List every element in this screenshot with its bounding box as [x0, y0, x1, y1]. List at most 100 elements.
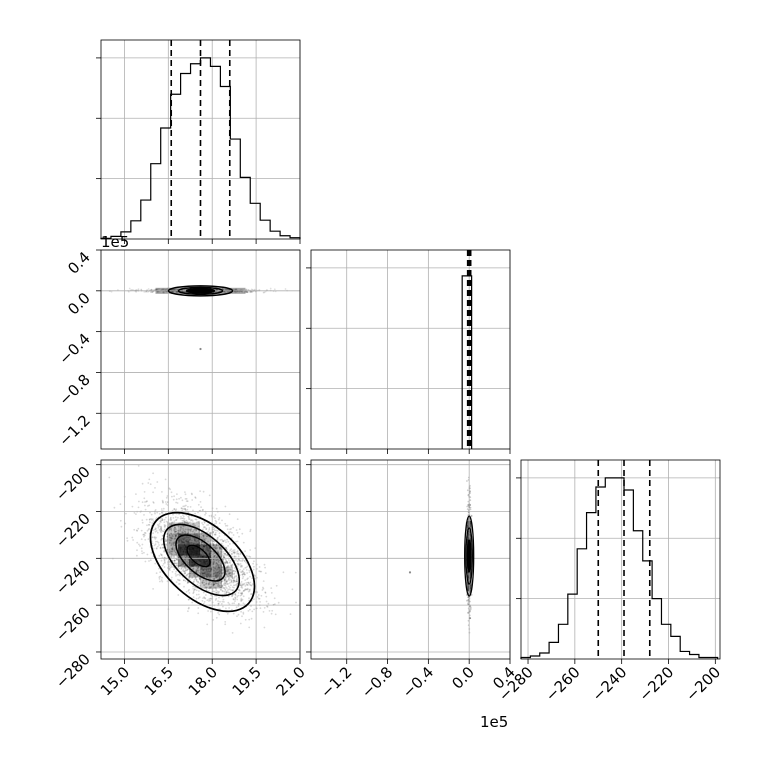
sample-point-1-1516 — [162, 500, 164, 503]
sample-point-1-831 — [239, 571, 242, 573]
sample-point-1-510 — [196, 569, 199, 571]
sample-point-1-2322 — [263, 626, 266, 629]
sample-point-1-1891 — [170, 529, 173, 532]
sample-point-1-972 — [162, 507, 165, 510]
sample-point-1-120 — [237, 552, 240, 555]
sample-point-1-1876 — [248, 618, 251, 621]
sample-point-1-504 — [187, 559, 190, 561]
sample-point-1-1145 — [200, 506, 203, 508]
sample-point-1-1442 — [185, 567, 187, 570]
sample-point-1-2598 — [184, 569, 187, 571]
sample-point-1-287 — [202, 580, 204, 582]
sample-point-1-471 — [240, 586, 243, 589]
sample-point-1-2242 — [151, 536, 154, 539]
sample-point-1-548 — [177, 532, 180, 534]
sample-point-1-1860 — [212, 585, 215, 587]
sample-point-1-1429 — [149, 511, 151, 514]
sample-point-1-930 — [228, 572, 231, 575]
sample-point-1-2459 — [187, 607, 190, 610]
sample-point-1-1203 — [221, 538, 223, 541]
sample-point-1-1285 — [249, 549, 252, 551]
sample-point-1-554 — [170, 532, 173, 535]
sample-point-1-1988 — [230, 565, 233, 567]
sample-point-1-1248 — [221, 586, 224, 589]
sample-point-1-1197 — [181, 519, 184, 522]
sample-point-1-311 — [213, 577, 216, 580]
sample-point-1-1016 — [227, 564, 230, 567]
sample-point-1-1453 — [215, 589, 218, 592]
sample-point-1-2036 — [141, 482, 144, 485]
sample-point-1-966 — [240, 594, 243, 596]
sample-point-1-174 — [172, 554, 175, 557]
sample-point-1-2177 — [148, 527, 151, 530]
sample-point-1-941 — [184, 570, 186, 573]
sample-point-1-356 — [197, 581, 200, 584]
sample-point-2-7 — [466, 480, 468, 482]
sample-point-1-156 — [225, 593, 227, 595]
sample-point-1-1643 — [235, 576, 238, 578]
sample-point-1-843 — [214, 587, 217, 590]
sample-point-1-906 — [197, 570, 200, 573]
sample-point-1-1074 — [197, 567, 199, 570]
sample-point-1-1381 — [240, 597, 243, 600]
sample-point-1-97 — [236, 553, 238, 555]
sample-point-1-446 — [231, 550, 233, 553]
sample-point-1-591 — [239, 560, 242, 562]
sample-point-1-791 — [213, 583, 216, 586]
sample-point-0-111 — [151, 290, 154, 293]
sample-point-1-1476 — [174, 526, 176, 529]
sample-point-1-1541 — [221, 589, 224, 592]
sample-point-1-91 — [138, 543, 140, 546]
sample-point-1-299 — [183, 555, 186, 558]
sample-point-1-1401 — [160, 527, 163, 529]
sample-point-1-1957 — [163, 559, 166, 562]
sample-point-1-421 — [219, 547, 222, 550]
sample-point-1-1609 — [179, 564, 182, 567]
sample-point-1-793 — [232, 612, 235, 615]
sample-point-1-684 — [158, 578, 161, 580]
sample-point-1-899 — [176, 502, 179, 504]
sample-point-1-14 — [171, 495, 173, 498]
sample-point-1-663 — [205, 579, 207, 582]
sample-point-0-484 — [241, 291, 244, 293]
sample-point-1-1778 — [171, 521, 174, 524]
sample-point-1-1750 — [202, 523, 205, 526]
sample-point-0-98 — [162, 291, 165, 294]
sample-point-1-1733 — [213, 581, 216, 584]
sample-point-1-1278 — [242, 589, 245, 592]
sample-point-1-891 — [170, 564, 172, 567]
sample-point-1-468 — [224, 522, 227, 525]
sample-point-1-208 — [216, 546, 218, 549]
sample-point-1-1062 — [161, 511, 163, 514]
sample-point-1-568 — [175, 518, 178, 521]
sample-point-1-469 — [182, 529, 185, 532]
sample-point-1-112 — [240, 592, 243, 595]
sample-point-0-53 — [135, 291, 138, 293]
sample-point-1-331 — [140, 538, 143, 541]
sample-point-1-1489 — [212, 583, 215, 586]
sample-point-1-409 — [227, 545, 230, 547]
density-cell-1-17 — [200, 566, 211, 578]
sample-point-1-237 — [237, 563, 240, 566]
sample-point-1-2399 — [258, 597, 261, 600]
sample-point-1-527 — [226, 524, 229, 527]
sample-point-1-170 — [221, 585, 223, 588]
sample-point-1-270 — [262, 587, 265, 590]
sample-point-1-239 — [177, 530, 180, 532]
sample-point-1-1612 — [169, 569, 171, 571]
sample-point-1-978 — [245, 588, 248, 591]
sample-point-1-864 — [217, 602, 220, 605]
sample-point-1-1826 — [171, 535, 174, 537]
sample-point-1-641 — [171, 523, 173, 525]
sample-point-1-437 — [248, 597, 250, 600]
sample-point-1-711 — [193, 580, 195, 583]
sample-point-1-2006 — [192, 592, 195, 595]
sample-point-1-180 — [198, 596, 201, 598]
sample-point-1-1390 — [192, 522, 195, 525]
sample-point-1-37 — [221, 549, 224, 551]
sample-point-1-1314 — [206, 623, 209, 626]
sample-point-1-183 — [194, 576, 197, 579]
sample-point-1-1307 — [154, 543, 157, 546]
sample-point-1-115 — [228, 585, 230, 588]
sample-point-1-2380 — [244, 585, 247, 587]
